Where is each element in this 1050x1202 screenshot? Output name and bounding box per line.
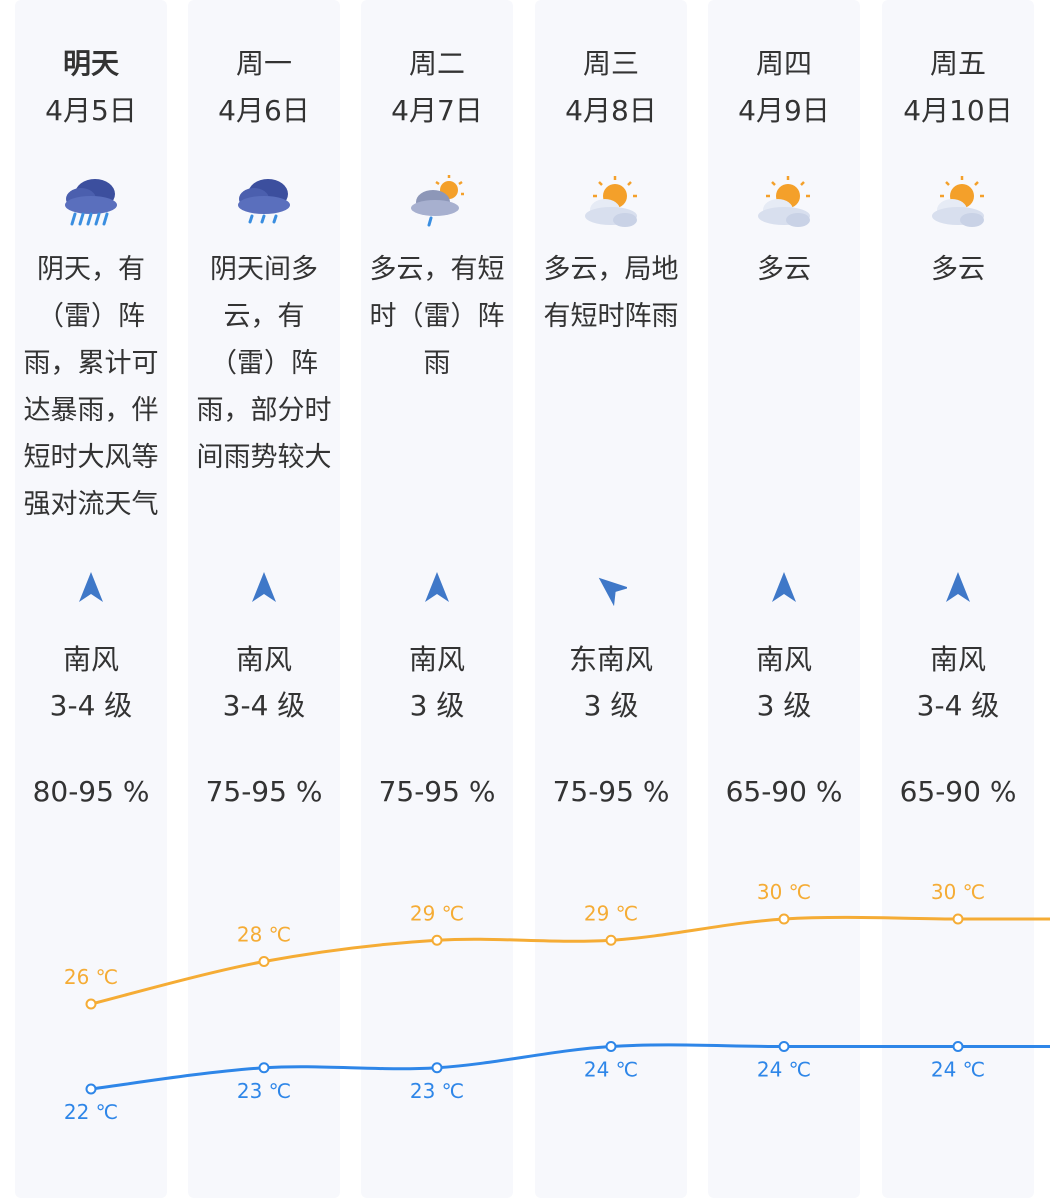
wind-direction: 南风 [929, 643, 986, 676]
sun-cloud-rain-icon [411, 175, 464, 227]
date: 4月9日 [738, 94, 830, 127]
wind-level: 3 级 [583, 689, 639, 722]
humidity: 80-95 % [32, 775, 150, 808]
partly-cloudy-icon [758, 176, 810, 227]
south-wind-arrow-icon [425, 572, 449, 602]
date: 4月8日 [565, 94, 657, 127]
forecast-day-column: 周五 4月10日 多云 南风 3-4 级 65-90 % [882, 0, 1034, 1198]
humidity: 75-95 % [205, 775, 323, 808]
day-name: 周五 [929, 47, 986, 80]
rain-icon [238, 179, 290, 224]
humidity: 65-90 % [725, 775, 843, 808]
day-name: 周四 [755, 47, 812, 80]
weather-description: 多云 [757, 254, 811, 285]
south-wind-arrow-icon [946, 572, 970, 602]
wind-direction: 南风 [235, 643, 292, 676]
wind-level: 3-4 级 [49, 689, 133, 722]
wind-level: 3-4 级 [916, 689, 1000, 722]
southeast-wind-arrow-icon [598, 577, 627, 606]
date: 4月7日 [391, 94, 483, 127]
day-name: 周三 [582, 47, 639, 80]
wind-direction: 南风 [408, 643, 465, 676]
date: 4月10日 [903, 94, 1013, 127]
south-wind-arrow-icon [772, 572, 796, 602]
forecast-day-column: 周四 4月9日 多云 南风 3 级 65-90 % [708, 0, 860, 1198]
wind-direction: 南风 [755, 643, 812, 676]
humidity: 65-90 % [899, 775, 1017, 808]
date: 4月5日 [45, 94, 137, 127]
weather-description: 阴天，有（雷）阵雨，累计可达暴雨，伴短时大风等强对流天气 [23, 254, 159, 520]
day-name: 周一 [235, 47, 292, 80]
wind-level: 3 级 [409, 689, 465, 722]
forecast-day-column: 周三 4月8日 多云，局地有短时阵雨 东南风 3 级 75-95 % [535, 0, 687, 1198]
weather-description: 阴天间多云，有（雷）阵雨，部分时间雨势较大 [196, 254, 332, 473]
heavy-rain-icon [65, 179, 117, 226]
south-wind-arrow-icon [79, 572, 103, 602]
wind-level: 3 级 [756, 689, 812, 722]
humidity: 75-95 % [552, 775, 670, 808]
wind-direction: 东南风 [568, 643, 653, 676]
partly-cloudy-icon [585, 176, 637, 227]
day-name: 明天 [62, 47, 119, 80]
wind-level: 3-4 级 [222, 689, 306, 722]
wind-direction: 南风 [62, 643, 119, 676]
date: 4月6日 [218, 94, 310, 127]
forecast-day-column: 周二 4月7日 多云，有短时（雷）阵雨 南风 3 级 75-95 % [361, 0, 513, 1198]
weather-description: 多云，有短时（雷）阵雨 [369, 254, 505, 379]
humidity: 75-95 % [378, 775, 496, 808]
day-name: 周二 [408, 47, 465, 80]
weather-description: 多云，局地有短时阵雨 [543, 254, 679, 332]
south-wind-arrow-icon [252, 572, 276, 602]
weather-description: 多云 [931, 254, 985, 285]
partly-cloudy-icon [932, 176, 984, 227]
forecast-day-column: 周一 4月6日 阴天间多云，有（雷）阵雨，部分时间雨势较大 南风 3-4 级 7… [188, 0, 340, 1198]
forecast-day-column: 明天 4月5日 阴天，有（雷）阵雨，累计可达暴雨，伴短时大风等强对流天气 南风 … [15, 0, 167, 1198]
